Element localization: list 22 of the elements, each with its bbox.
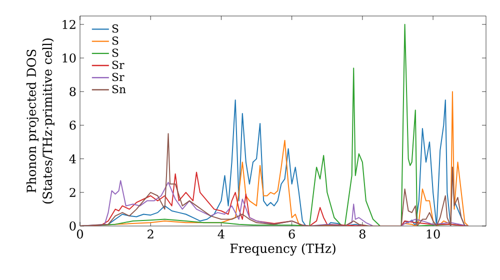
y-axis-title: Phonon projected DOS (States/THz·primitive cell) <box>26 38 54 204</box>
x-tick-label: 10 <box>426 230 440 239</box>
y-tick-label: 4 <box>69 154 76 164</box>
x-tick-label: 8 <box>359 230 366 239</box>
legend-label: S <box>112 48 118 57</box>
legend-label: S <box>112 36 118 45</box>
legend-label: Sr <box>112 72 124 82</box>
x-tick-label: 6 <box>288 230 295 239</box>
y-tick-label: 6 <box>70 120 76 130</box>
y-tick-label: 12 <box>62 20 76 29</box>
line-series <box>80 133 469 226</box>
y-tick-label: 0 <box>70 221 76 231</box>
x-tick-label: 0 <box>76 230 84 239</box>
y-tick-label: 2 <box>70 188 76 197</box>
legend-label: Sn <box>112 84 126 94</box>
x-tick-label: 2 <box>148 230 154 238</box>
x-tick-label: 4 <box>218 230 224 238</box>
y-tick-label: 10 <box>62 53 76 63</box>
legend-label: S <box>112 24 118 33</box>
x-axis-title: Frequency (THz) <box>230 243 336 256</box>
legend-label: Sr <box>112 60 124 70</box>
y-tick-label: 8 <box>70 87 76 96</box>
